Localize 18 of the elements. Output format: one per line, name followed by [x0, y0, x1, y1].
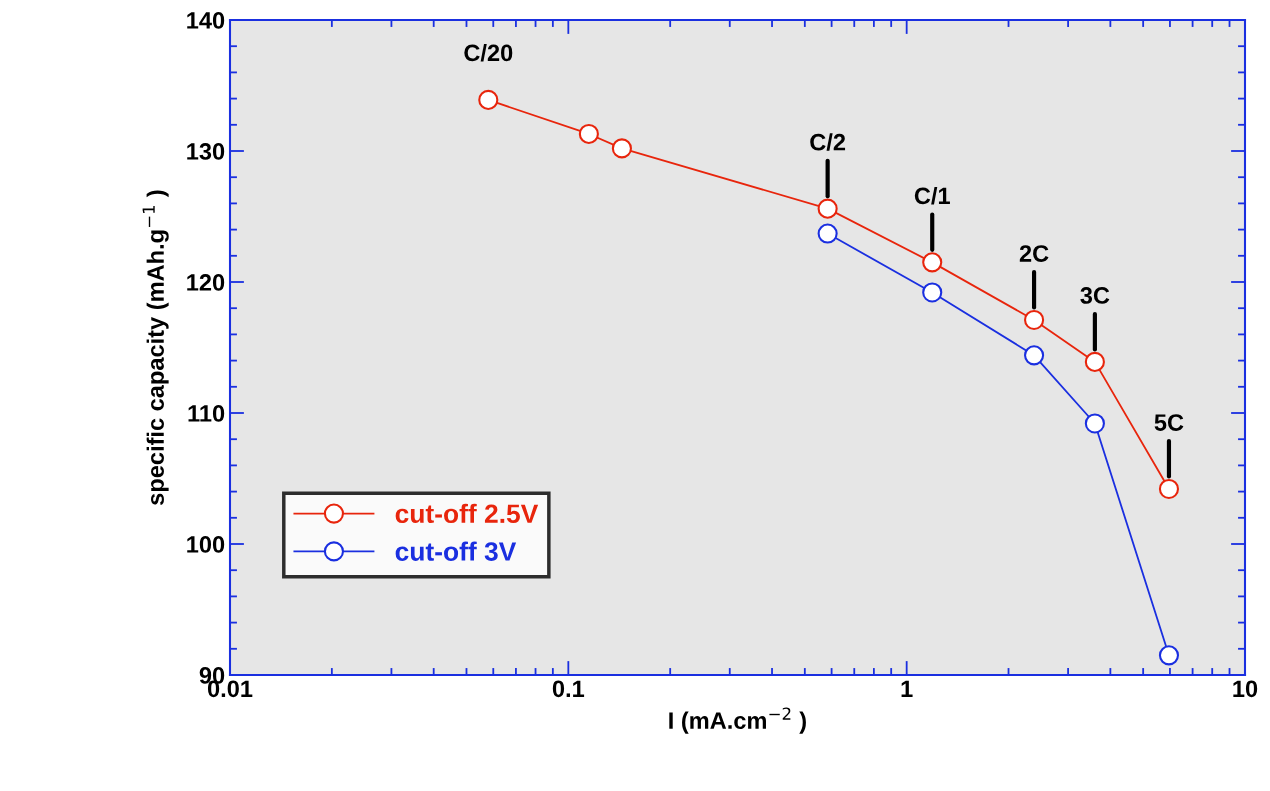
x-tick-label: 0.1 — [552, 680, 585, 698]
annotation: C/20 — [464, 43, 513, 62]
x-tick-label: 1 — [901, 680, 913, 697]
x-tick-label: 10 — [1233, 680, 1258, 698]
y-tick-label: 140 — [187, 12, 225, 29]
annotation: C/1 — [914, 186, 950, 205]
y-tick-label: 120 — [187, 274, 225, 291]
legend-label: cut-off 3V — [395, 541, 517, 561]
annotation: C/2 — [810, 133, 846, 151]
legend-label: cut-off 2.5V — [395, 503, 539, 524]
annotation: 5C — [1154, 414, 1184, 431]
y-tick-label: 130 — [187, 143, 225, 160]
x-axis-title: I (mA.cm$^{−2}$ ) — [669, 707, 806, 734]
annotation: 3C — [1080, 287, 1110, 304]
y-axis-title: specific capacity (mAh.g$^{−1}$ ) — [142, 190, 169, 505]
y-tick-label: 100 — [187, 536, 225, 553]
annotation: 2C — [1019, 245, 1049, 262]
y-tick-label: 110 — [188, 405, 225, 422]
